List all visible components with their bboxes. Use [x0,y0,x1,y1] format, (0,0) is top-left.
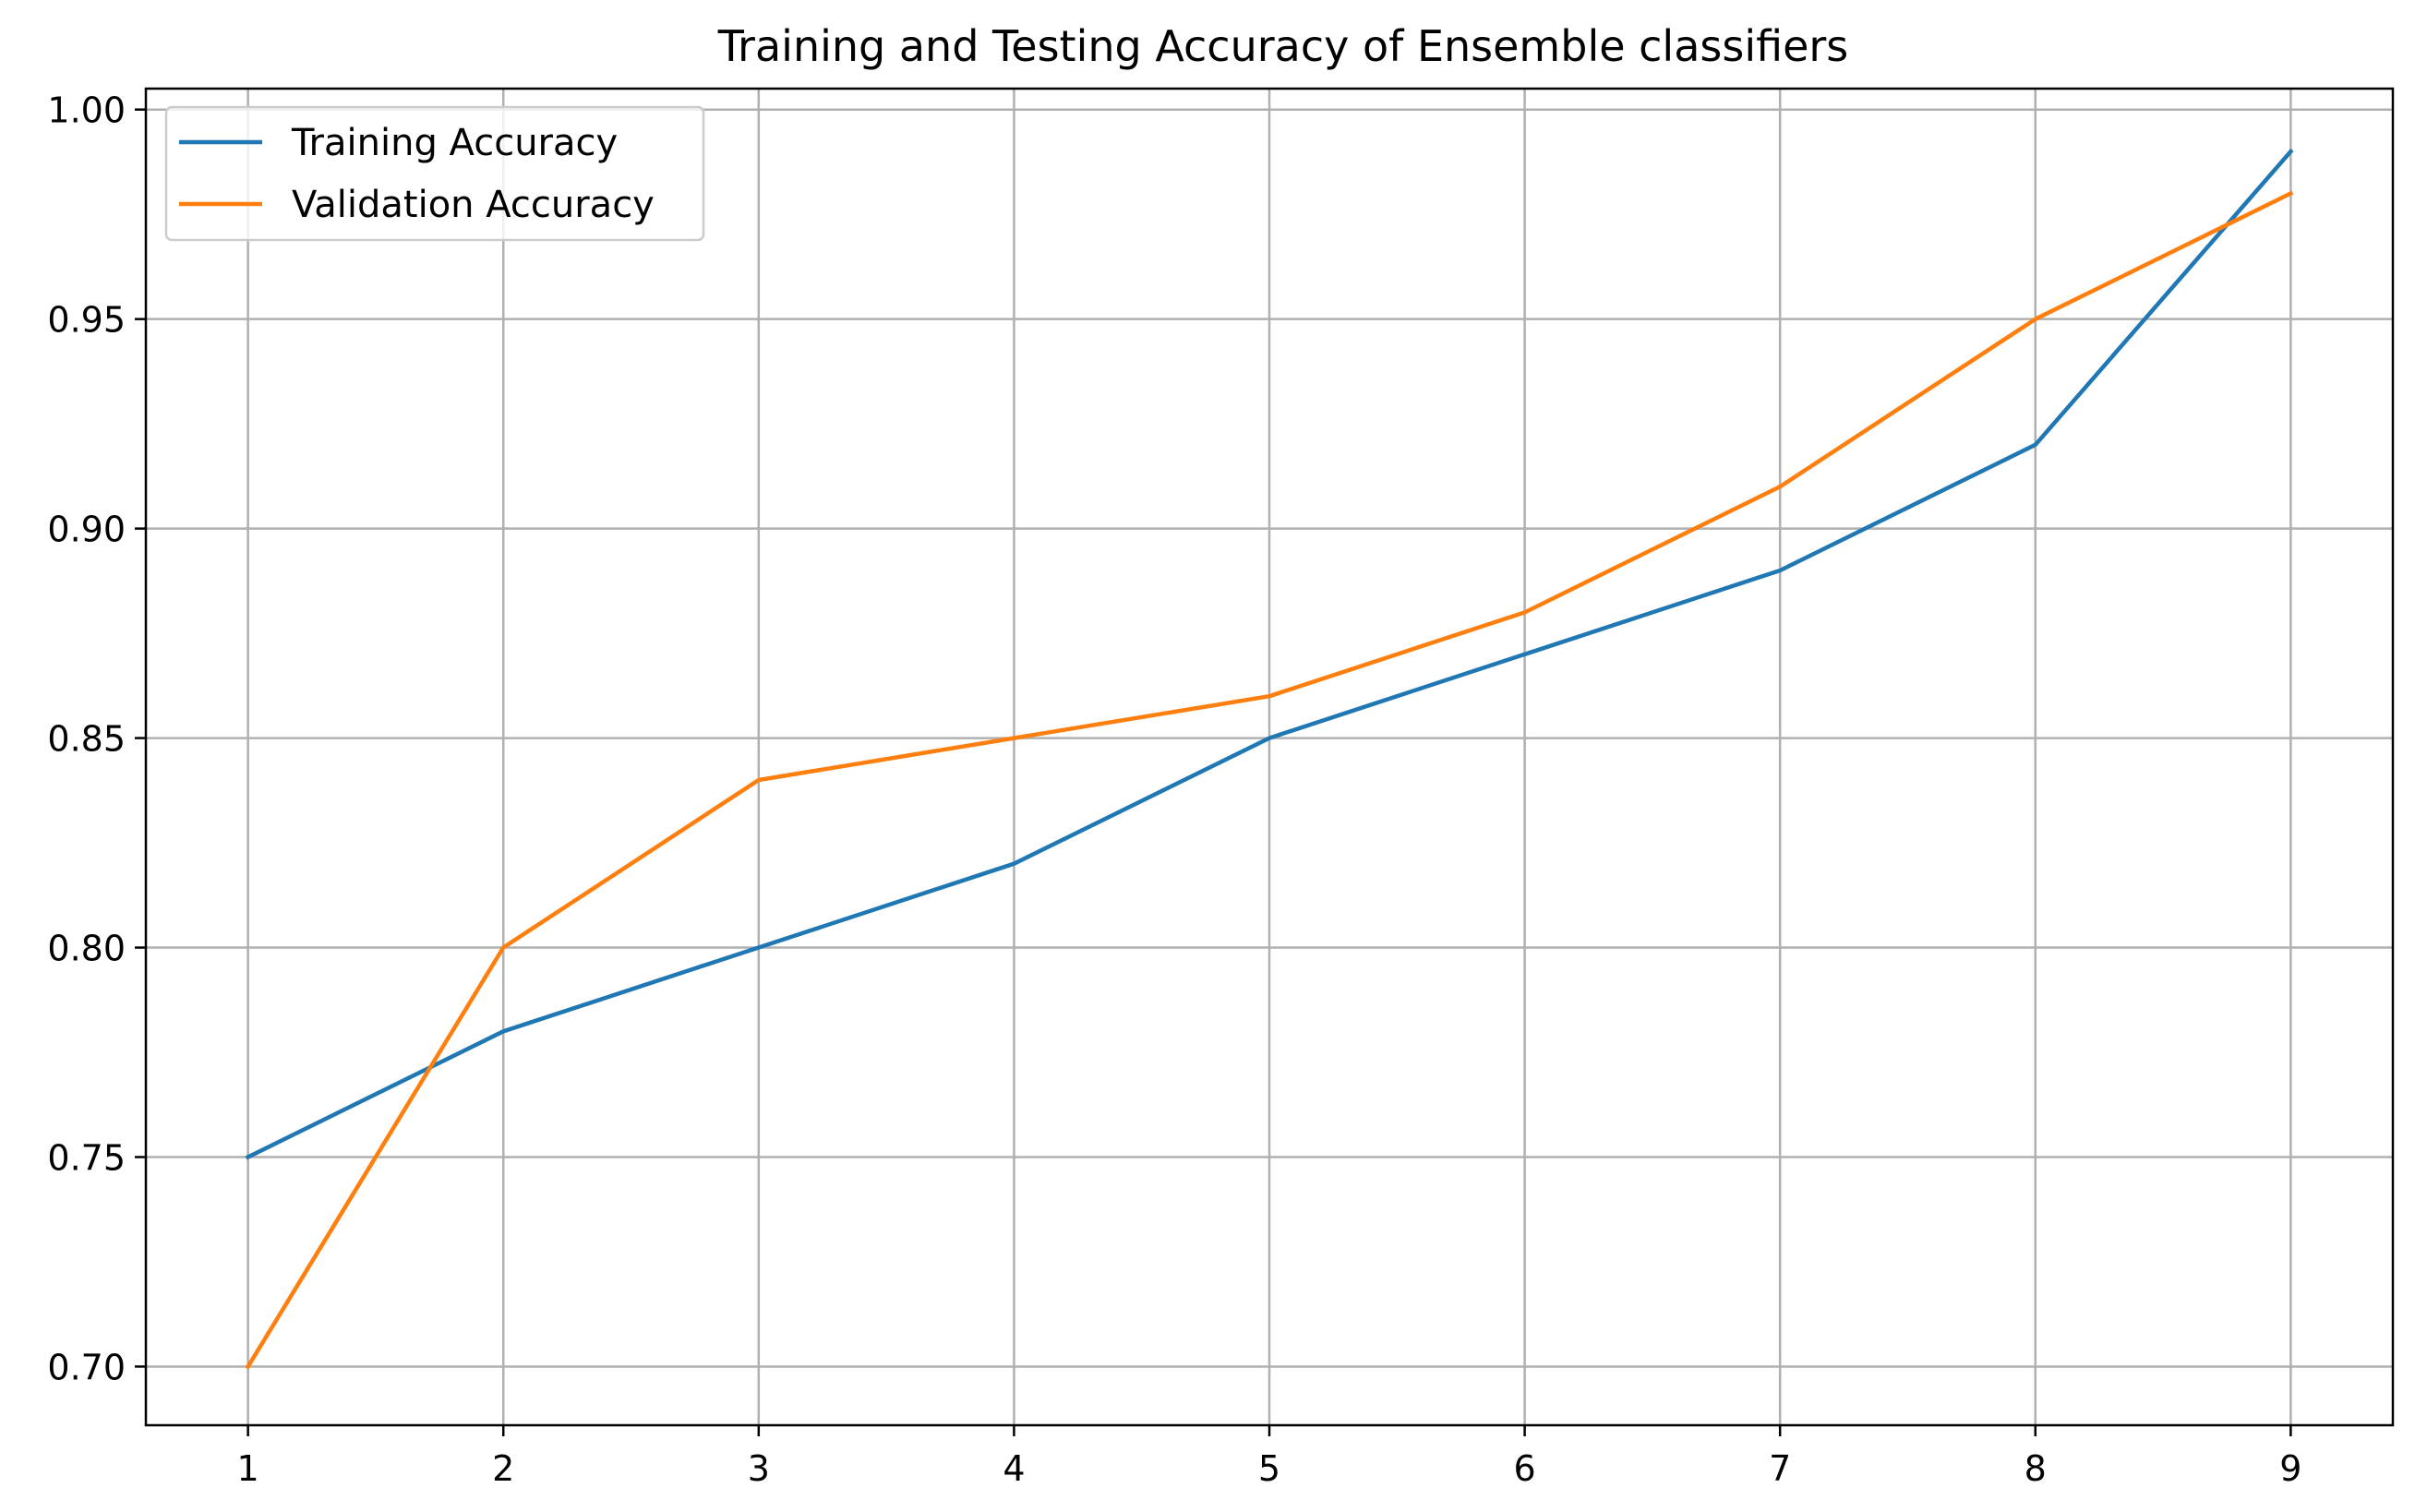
chart-title: Training and Testing Accuracy of Ensembl… [717,21,1849,71]
y-tick-label: 0.80 [47,929,126,969]
x-tick-label: 7 [1769,1448,1791,1489]
legend-box [164,105,705,242]
x-tick-label: 8 [2025,1448,2047,1489]
x-tick-label: 9 [2279,1448,2301,1489]
series-line-validation-accuracy [245,190,2294,1370]
y-tick-label: 0.90 [47,510,126,550]
x-tick-label: 6 [1513,1448,1535,1489]
y-tick-label: 0.70 [47,1347,126,1387]
x-tick-label: 2 [492,1448,514,1489]
x-tick-label: 3 [748,1448,770,1489]
y-tick-label: 0.95 [47,300,126,341]
y-tick-label: 0.75 [47,1137,126,1178]
grid [146,89,2393,1425]
legend: Training Accuracy Validation Accuracy [164,105,705,242]
x-tick-label: 4 [1003,1448,1025,1489]
legend-label: Validation Accuracy [292,184,655,226]
legend-label: Training Accuracy [291,122,618,164]
y-tick-label: 0.85 [47,719,126,760]
x-tick-label: 5 [1258,1448,1280,1489]
ticks: 1 2 3 4 5 6 7 8 9 0.70 0.75 0.80 0.85 0.90 0.95 1.00 [47,90,2301,1489]
x-tick-label: 1 [237,1448,259,1489]
y-tick-label: 1.00 [47,90,126,131]
series-lines [245,148,2294,1370]
series-line-training-accuracy [245,148,2294,1160]
